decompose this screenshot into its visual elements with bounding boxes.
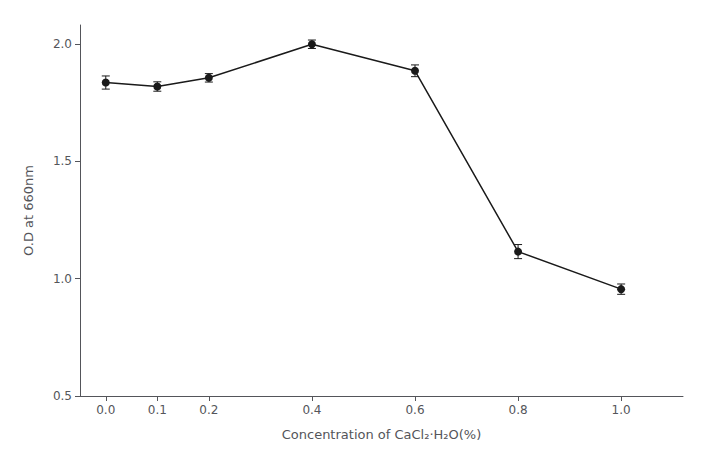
svg-text:0.2: 0.2 [199,403,218,417]
svg-text:1.0: 1.0 [612,403,631,417]
svg-text:Concentration of CaCl₂·H₂O(%): Concentration of CaCl₂·H₂O(%) [282,427,482,442]
svg-text:0.1: 0.1 [148,403,167,417]
svg-text:1.0: 1.0 [53,272,72,286]
svg-text:O.D at 660nm: O.D at 660nm [21,165,36,256]
svg-text:0.5: 0.5 [53,389,72,403]
svg-text:0.4: 0.4 [302,403,321,417]
svg-text:0.8: 0.8 [509,403,528,417]
svg-text:2.0: 2.0 [53,37,72,51]
svg-text:1.5: 1.5 [53,154,72,168]
svg-text:0.6: 0.6 [405,403,424,417]
svg-text:0.0: 0.0 [96,403,115,417]
